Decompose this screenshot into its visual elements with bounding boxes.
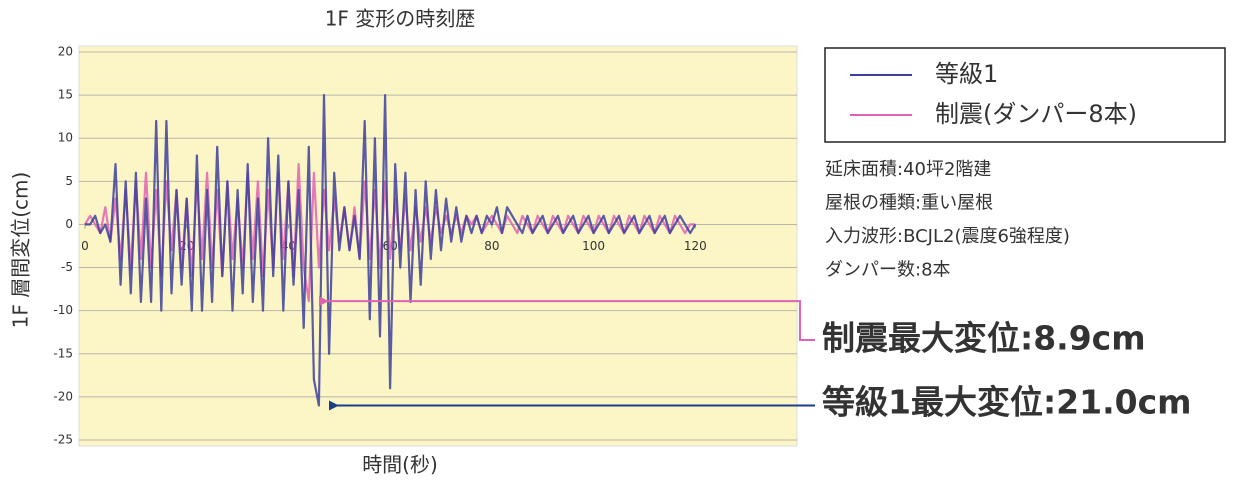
y-tick-label: 10 [58,131,73,145]
note: 屋根の種類:重い屋根 [825,193,993,214]
x-tick-label: 120 [684,239,707,253]
y-tick-label: -25 [53,433,73,447]
x-axis-label: 時間(秒) [362,453,438,477]
y-tick-label: 20 [58,45,73,59]
x-tick-label: 100 [582,239,605,253]
y-axis-label: 1F 層間変位(cm) [9,172,33,329]
legend-box [824,47,1226,143]
legend-label: 等級1 [935,60,998,88]
y-tick-label: 15 [58,88,73,102]
y-tick-label: -5 [61,260,73,274]
y-tick-label: -20 [53,389,73,403]
y-tick-label: 5 [65,174,73,188]
y-tick-label: 0 [65,217,73,231]
note: 入力波形:BCJL2(震度6強程度) [825,226,1070,247]
plot-area [78,45,798,447]
annotation-arrow [318,296,815,341]
note: ダンパー数:8本 [825,260,951,281]
y-tick-label: -10 [53,303,73,317]
x-tick-label: 80 [484,239,499,253]
x-tick-label: 0 [81,239,89,253]
chart-title: 1F 変形の時刻歴 [325,7,476,31]
series-line [85,94,697,407]
y-tick-label: -15 [53,346,73,360]
annotation: 制震最大変位:8.9cm [822,319,1146,358]
note: 延床面積:40坪2階建 [825,159,991,180]
legend-label: 制震(ダンパー8本) [935,100,1137,128]
annotation: 等級1最大変位:21.0cm [822,383,1192,422]
